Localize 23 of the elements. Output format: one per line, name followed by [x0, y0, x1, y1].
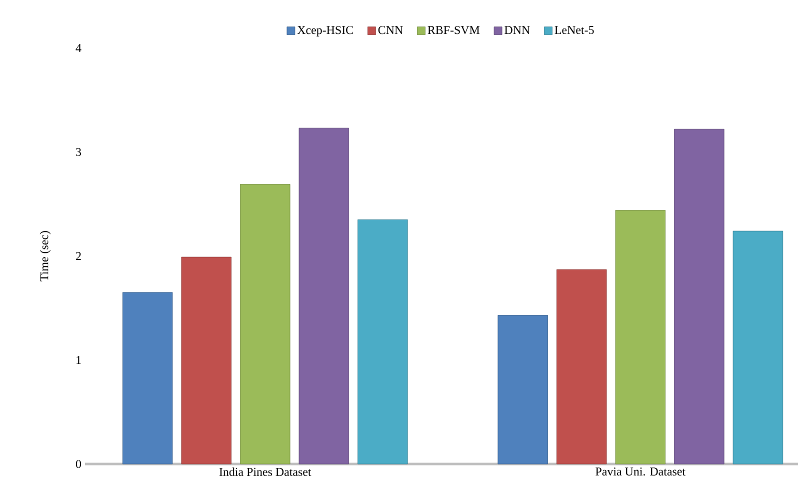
- bar: [181, 256, 232, 464]
- bar: [615, 210, 666, 464]
- y-axis-title: Time (sec): [40, 231, 51, 282]
- legend-label: Xcep-HSIC: [297, 26, 353, 37]
- legend-label: DNN: [504, 26, 530, 34]
- bar: [358, 219, 408, 464]
- x-tick-label: Pavia Uni. Dataset: [596, 468, 686, 476]
- bar: [122, 292, 173, 464]
- bar: [556, 269, 607, 464]
- bar: [732, 230, 784, 464]
- y-tick-label: 0: [76, 460, 82, 468]
- y-tick-label: 1: [76, 356, 81, 364]
- bar: [674, 128, 724, 464]
- bar: [498, 315, 548, 464]
- bar: [298, 128, 350, 464]
- legend-label: LeNet-5: [554, 26, 594, 34]
- legend-label: CNN: [378, 26, 403, 34]
- x-tick-label: India Pines Dataset: [219, 468, 312, 476]
- y-tick-label: 4: [76, 44, 82, 52]
- bar: [240, 184, 290, 464]
- y-tick-label: 2: [76, 252, 81, 260]
- y-tick-label: 3: [76, 148, 82, 156]
- legend-label: RBF-SVM: [428, 26, 480, 34]
